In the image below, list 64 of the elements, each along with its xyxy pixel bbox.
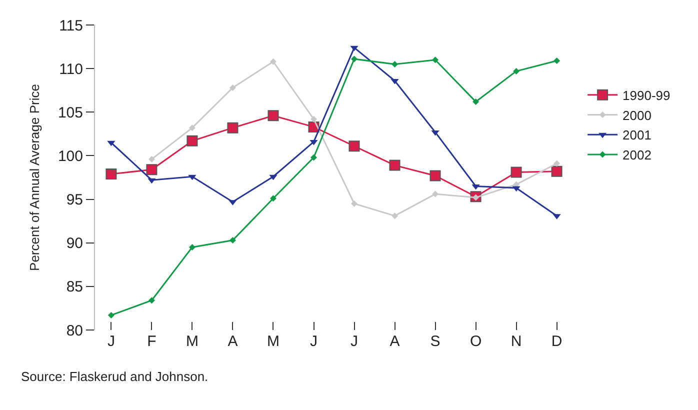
source-note: Source: Flaskerud and Johnson. [21,369,208,384]
point [389,160,400,171]
point [348,140,360,152]
point [146,164,158,176]
point [107,140,116,146]
point [310,116,317,122]
point [513,68,520,74]
y-tick-label: 110 [59,60,83,78]
point [432,56,439,64]
x-tick-label: M [266,333,280,350]
legend-label: 2001 [622,128,652,143]
point [510,166,522,178]
legend-label: 2000 [622,108,652,123]
point [148,156,155,162]
x-tick-label: D [551,333,562,350]
x-tick-label: O [470,333,482,350]
point [188,124,196,132]
point [229,84,236,91]
point [106,168,117,180]
point [310,154,317,161]
point [350,46,358,52]
point [392,60,398,68]
point [551,166,562,177]
point [270,195,276,202]
point [188,174,196,180]
point [351,56,358,62]
point [554,160,560,167]
y-tick-label: 100 [58,148,83,165]
point [554,57,560,64]
point [229,236,236,244]
point [431,130,440,136]
point [268,110,279,122]
point [108,312,114,318]
point [430,170,441,182]
point [270,58,276,65]
point [148,297,155,304]
y-axis-title: Percent of Annual Average Price [26,84,42,271]
x-tick-label: J [107,333,115,350]
y-tick-label: 95 [66,192,83,209]
point [227,122,238,134]
x-tick-label: M [186,333,198,350]
x-tick-label: A [390,333,400,350]
x-tick-label: J [350,333,358,350]
point [188,244,196,250]
y-tick-label: 105 [58,104,83,122]
point [472,184,480,190]
y-tick-label: 80 [66,322,83,340]
legend-label: 1990-99 [622,88,670,103]
point [351,200,358,207]
x-tick-label: F [147,333,156,350]
x-tick-label: A [228,333,238,350]
x-tick-label: J [310,333,318,350]
x-tick-label: S [430,333,440,350]
y-tick-label: 85 [66,278,83,296]
y-tick-label: 90 [66,235,83,252]
x-tick-label: N [510,333,522,350]
legend-label: 2002 [622,148,652,163]
y-tick-label: 115 [59,17,83,34]
point [472,98,480,105]
point [432,190,439,198]
point [392,212,398,220]
point [148,178,156,184]
point [269,174,278,180]
point [186,135,198,146]
